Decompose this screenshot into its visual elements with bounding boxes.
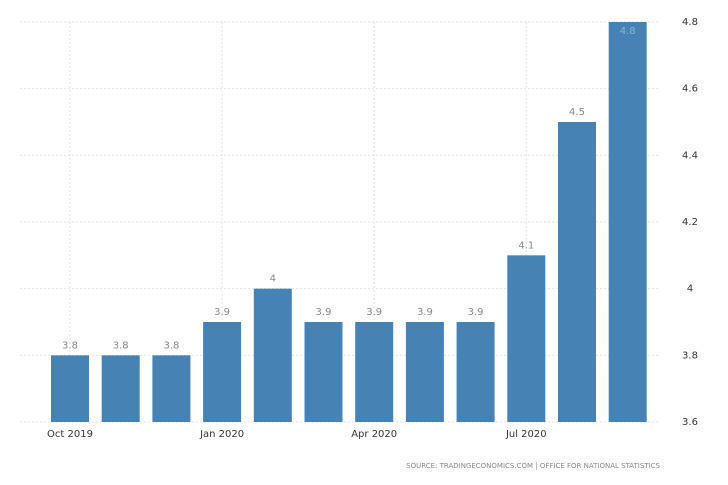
value-label: 3.9 xyxy=(366,307,382,318)
bar xyxy=(253,288,292,422)
y-tick-label: 4.2 xyxy=(682,217,698,228)
y-tick-label: 4 xyxy=(687,284,693,295)
y-tick-label: 4.6 xyxy=(682,84,698,95)
bar xyxy=(608,22,647,422)
bar xyxy=(405,322,444,422)
bar xyxy=(101,355,140,422)
value-label: 4.5 xyxy=(569,107,585,118)
value-label: 3.9 xyxy=(214,307,230,318)
bar xyxy=(203,322,242,422)
x-tick-label: Jan 2020 xyxy=(199,429,244,440)
value-label: 4.1 xyxy=(518,240,534,251)
bar xyxy=(304,322,343,422)
source: SOURCE: TRADINGECONOMICS.COM | OFFICE FO… xyxy=(406,462,660,470)
value-label: 3.8 xyxy=(163,340,179,351)
x-tick-label: Oct 2019 xyxy=(47,429,93,440)
bar xyxy=(355,322,394,422)
bar xyxy=(558,122,596,422)
x-tick-label: Jul 2020 xyxy=(505,429,547,440)
y-tick-label: 4.4 xyxy=(682,150,698,161)
value-label: 3.9 xyxy=(316,307,332,318)
bar xyxy=(456,322,495,422)
bar xyxy=(152,355,191,422)
x-tick-label: Apr 2020 xyxy=(351,429,397,440)
y-tick-label: 4.8 xyxy=(682,17,698,28)
bar xyxy=(51,355,89,422)
value-label: 4 xyxy=(270,274,276,285)
value-label: 4.8 xyxy=(620,26,636,37)
y-tick-label: 3.6 xyxy=(682,417,698,428)
value-label: 3.8 xyxy=(62,340,78,351)
value-label: 3.9 xyxy=(417,307,433,318)
bar xyxy=(507,255,546,422)
y-tick-label: 3.8 xyxy=(682,350,698,361)
value-label: 3.8 xyxy=(113,340,129,351)
value-label: 3.9 xyxy=(468,307,484,318)
